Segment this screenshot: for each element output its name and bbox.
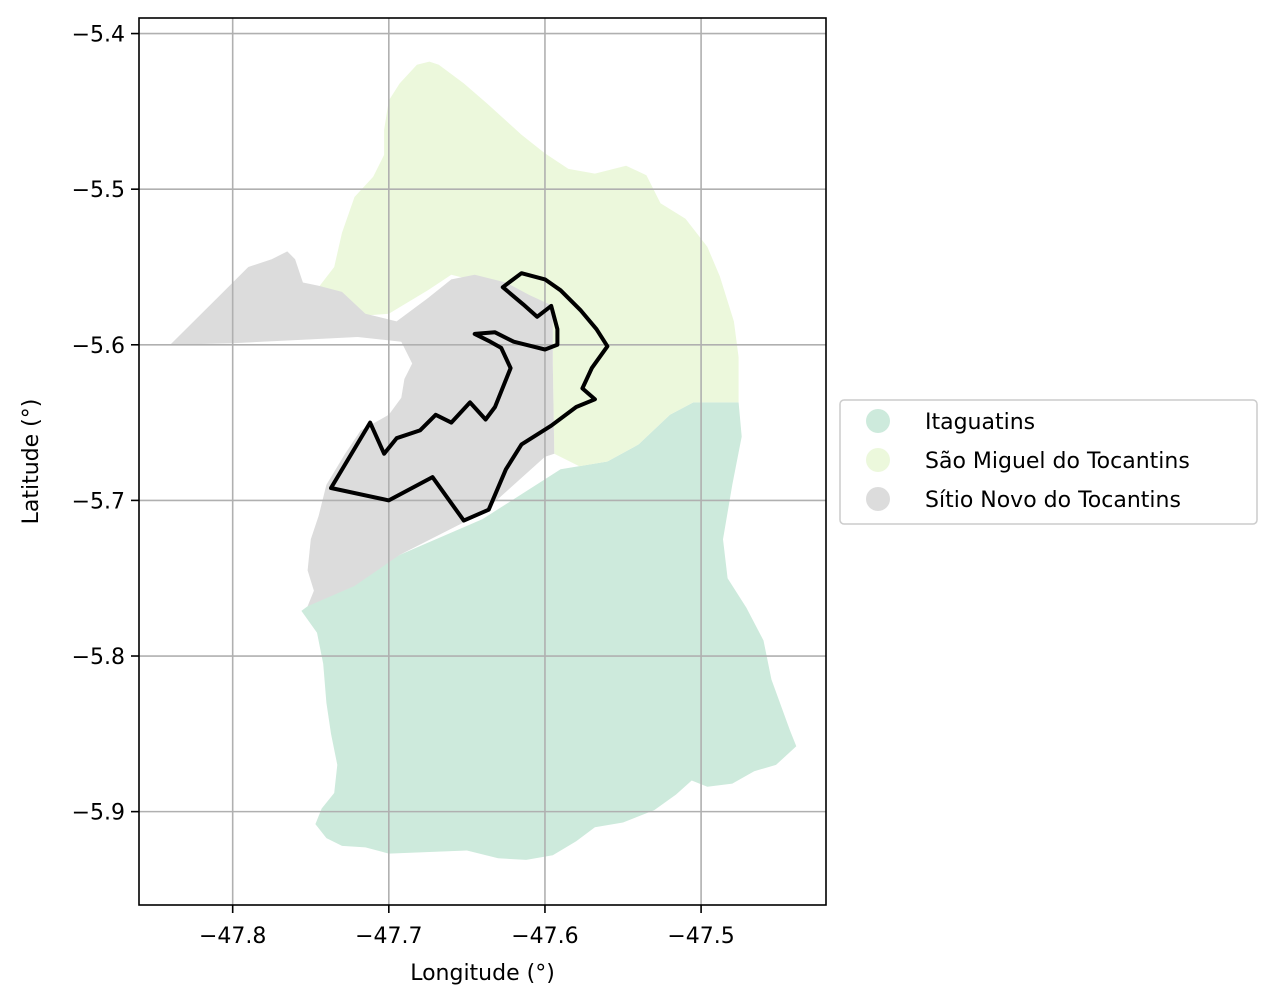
y-tick-label: −5.5 [72, 178, 125, 203]
x-axis-label: Longitude (°) [410, 961, 555, 986]
legend-marker-sitio_novo [866, 487, 890, 511]
y-axis-label: Latitude (°) [19, 399, 44, 525]
legend-label-sitio_novo: Sítio Novo do Tocantins [925, 488, 1181, 513]
y-tick-label: −5.7 [72, 489, 125, 514]
region-itaguatins [301, 402, 797, 860]
y-tick-label: −5.8 [72, 645, 125, 670]
region-sitio_novo [170, 251, 555, 607]
outline-layer [329, 271, 610, 523]
gridlines [139, 18, 826, 905]
legend-label-itaguatins: Itaguatins [925, 410, 1035, 435]
x-ticks: −47.8 −47.7 −47.6 −47.5 [199, 905, 735, 949]
x-tick-label: −47.6 [511, 924, 578, 949]
y-ticks: −5.4 −5.5 −5.6 −5.7 −5.8 −5.9 [72, 23, 139, 826]
x-tick-label: −47.5 [667, 924, 734, 949]
region-sao_miguel [307, 61, 739, 467]
y-tick-label: −5.6 [72, 334, 125, 359]
legend-box [839, 399, 1258, 525]
legend-items: Itaguatins São Miguel do Tocantins Sítio N… [866, 409, 1190, 513]
y-tick-label: −5.4 [72, 23, 125, 48]
region-layer [170, 61, 797, 860]
axes-frame [138, 17, 827, 906]
legend-marker-sao_miguel [866, 448, 890, 472]
legend-marker-itaguatins [866, 409, 890, 433]
study-area-outline [329, 271, 610, 523]
legend-label-sao_miguel: São Miguel do Tocantins [925, 449, 1190, 474]
x-tick-label: −47.7 [355, 924, 422, 949]
x-tick-label: −47.8 [199, 924, 266, 949]
y-tick-label: −5.9 [72, 801, 125, 826]
legend: Itaguatins São Miguel do Tocantins Sítio N… [839, 399, 1258, 525]
